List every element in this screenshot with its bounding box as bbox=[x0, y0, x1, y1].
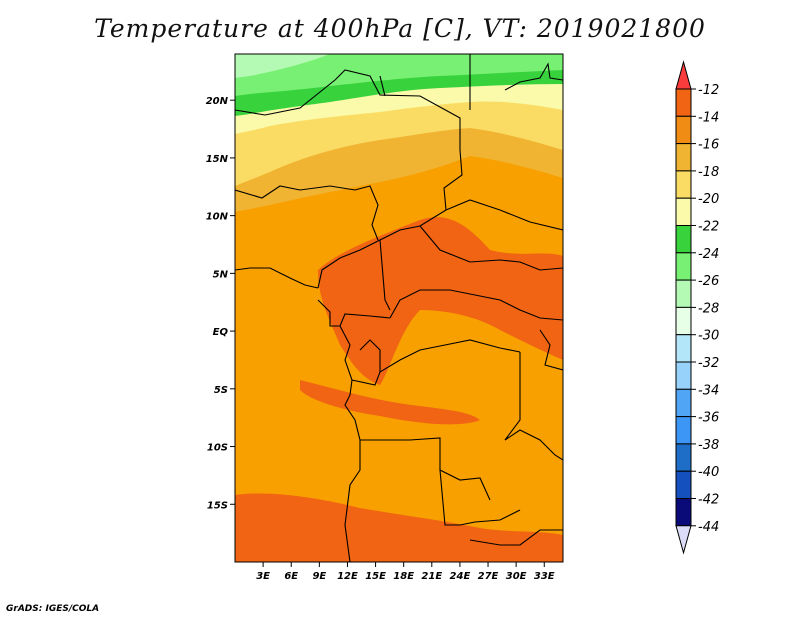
colorbar-label: -18 bbox=[698, 165, 719, 180]
colorbar-top-arrow bbox=[675, 60, 692, 90]
colorbar-swatch bbox=[675, 470, 692, 500]
map-frame bbox=[234, 53, 564, 563]
colorbar-swatch bbox=[675, 197, 692, 226]
colorbar-swatch bbox=[675, 170, 692, 199]
colorbar-label: -22 bbox=[698, 220, 719, 235]
warm-region-congo bbox=[300, 380, 480, 425]
lat-tick-label: 5N bbox=[213, 269, 229, 280]
colorbar-label: -44 bbox=[698, 520, 719, 535]
lat-tick-label: 15S bbox=[207, 500, 228, 511]
lightgreen-region-north bbox=[235, 54, 563, 96]
lon-tick-label: 18E bbox=[393, 571, 414, 582]
colorbar-swatch bbox=[675, 88, 692, 117]
warm-region-south bbox=[235, 493, 563, 562]
colorbar-swatch bbox=[675, 143, 692, 172]
warm-region-central bbox=[318, 217, 563, 385]
lat-tick-label: 20N bbox=[206, 96, 229, 107]
colorbar-label: -40 bbox=[698, 465, 719, 480]
footer-credit: GrADS: IGES/COLA bbox=[6, 604, 100, 614]
longitude-axis: 3E 6E 9E 12E 15E 18E 21E 24E 27E 30E 33E bbox=[256, 562, 555, 582]
colorbar-swatch bbox=[675, 361, 692, 390]
colorbar-label: -12 bbox=[698, 83, 719, 98]
colorbar-label: -20 bbox=[698, 192, 719, 207]
lat-tick-label: 10N bbox=[206, 212, 229, 223]
lon-tick-label: 27E bbox=[478, 571, 499, 582]
colorbar-swatch bbox=[675, 279, 692, 308]
colorbar-label: -36 bbox=[698, 411, 719, 426]
lon-tick-label: 6E bbox=[284, 571, 298, 582]
colorbar-label: -32 bbox=[698, 356, 719, 371]
lon-tick-label: 15E bbox=[365, 571, 386, 582]
colorbar-bottom-arrow bbox=[675, 525, 692, 555]
colorbar-swatch bbox=[675, 334, 692, 363]
palegreen-region-north bbox=[235, 54, 330, 78]
colorbar: -12 -14 -16 -18 -20 -22 -24 -26 -28 -30 -32 -34 -36 -… bbox=[675, 60, 719, 555]
lon-tick-label: 21E bbox=[421, 571, 442, 582]
lat-tick-label: 5S bbox=[214, 385, 228, 396]
lon-tick-label: 9E bbox=[312, 571, 326, 582]
colorbar-label: -14 bbox=[698, 110, 719, 125]
lon-tick-label: 12E bbox=[337, 571, 358, 582]
colorbar-swatch bbox=[675, 443, 692, 472]
latitude-axis: 20N 15N 10N 5N EQ 5S 10S 15S bbox=[206, 96, 235, 511]
colorbar-label: -34 bbox=[698, 383, 719, 398]
chart-title: Temperature at 400hPa [C], VT: 201902180… bbox=[94, 14, 706, 43]
colorbar-swatch bbox=[675, 225, 692, 254]
colorbar-swatch bbox=[675, 252, 692, 281]
colorbar-swatch bbox=[675, 498, 692, 527]
colorbar-swatch bbox=[675, 306, 692, 336]
colorbar-label: -24 bbox=[698, 247, 719, 262]
colorbar-label: -30 bbox=[698, 329, 719, 344]
colorbar-label: -26 bbox=[698, 274, 719, 289]
colorbar-label: -28 bbox=[698, 301, 719, 316]
lon-tick-label: 33E bbox=[534, 571, 555, 582]
lat-tick-label: 15N bbox=[206, 154, 229, 165]
temperature-field bbox=[235, 54, 563, 562]
lon-tick-label: 24E bbox=[450, 571, 471, 582]
colorbar-label: -38 bbox=[698, 438, 719, 453]
colorbar-label: -16 bbox=[698, 138, 719, 153]
lat-tick-label: EQ bbox=[213, 327, 229, 338]
lon-tick-label: 3E bbox=[256, 571, 270, 582]
colorbar-swatch bbox=[675, 115, 692, 145]
colorbar-swatch bbox=[675, 416, 692, 445]
lon-tick-label: 30E bbox=[506, 571, 527, 582]
lat-tick-label: 10S bbox=[207, 443, 228, 454]
colorbar-swatch bbox=[675, 388, 692, 418]
colorbar-label: -42 bbox=[698, 493, 719, 508]
country-borders bbox=[235, 54, 563, 562]
